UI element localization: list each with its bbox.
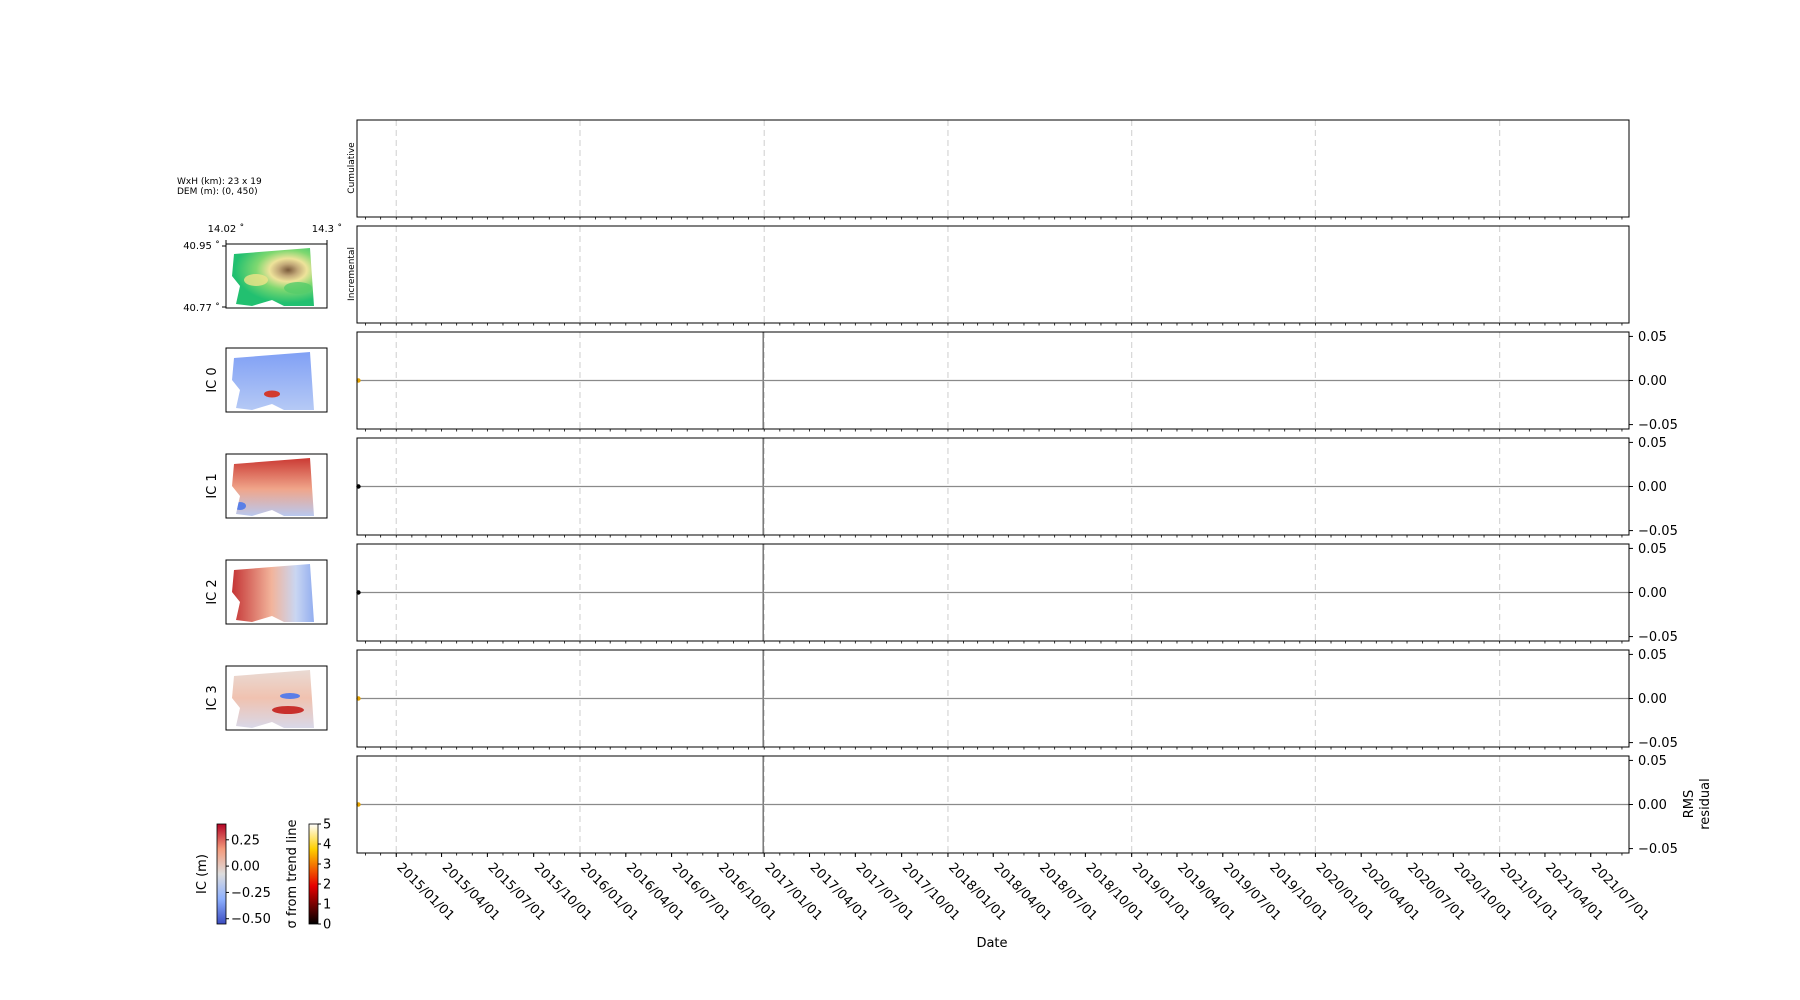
colorbar-tick-label: 4	[323, 838, 331, 853]
ic-map-0: IC 0	[205, 347, 328, 413]
y-tick-label: 0.05	[1638, 648, 1667, 663]
ic-map-2: IC 2	[205, 559, 328, 625]
ic-map-1: IC 1	[205, 453, 328, 519]
panel-ic-3: 0.05 0.00 −0.05	[356, 648, 1678, 751]
panel-rms-residual: 0.05 0.00 −0.05	[356, 754, 1678, 857]
panel-ic-1: 0.05 0.00 −0.05	[356, 436, 1678, 539]
ic-colorbar-label: IC (m)	[195, 854, 210, 894]
date-axis: 2015/01/012015/04/012015/07/012015/10/01…	[393, 853, 1652, 924]
lat-label-south: 40.77 ˚	[183, 302, 220, 314]
y-tick-label: −0.05	[1638, 524, 1678, 539]
time-series-panels: 0.050.00−0.050.050.00−0.050.050.00−0.050…	[356, 119, 1678, 857]
lon-label-west: 14.02 ˚	[208, 223, 245, 235]
panel-cumulative	[356, 119, 1630, 220]
rms-label-line2: residual	[1698, 778, 1713, 830]
panel-ic-2: 0.05 0.00 −0.05	[356, 542, 1678, 645]
colorbar-tick-label: 3	[323, 858, 331, 873]
ic-map-label: IC 0	[205, 367, 220, 392]
y-tick-label: 0.05	[1638, 330, 1667, 345]
lat-label-north: 40.95 ˚	[183, 240, 220, 252]
ic-map-3: IC 3	[205, 665, 328, 731]
colorbar-tick-label: 0	[323, 918, 331, 933]
y-tick-label: 0.00	[1638, 374, 1667, 389]
panel-incremental	[356, 225, 1630, 326]
ic-colorbar: 0.25 0.00 −0.25 −0.50 IC (m)	[195, 823, 271, 927]
y-tick-label: 0.00	[1638, 798, 1667, 813]
colorbar-tick-label: −0.50	[231, 912, 271, 927]
y-tick-label: −0.05	[1638, 630, 1678, 645]
rms-label-line1: RMS	[1682, 790, 1697, 819]
colorbar-tick-label: 0.25	[231, 833, 260, 848]
cumulative-label: Cumulative	[347, 142, 357, 194]
colorbar-tick-label: 5	[323, 818, 331, 833]
ic-map-label: IC 3	[205, 685, 220, 710]
incremental-label: Incremental	[347, 247, 357, 301]
ic-map-label: IC 1	[205, 473, 220, 498]
y-tick-label: 0.05	[1638, 436, 1667, 451]
y-tick-label: 0.05	[1638, 754, 1667, 769]
y-tick-label: −0.05	[1638, 418, 1678, 433]
sigma-colorbar: 5 4 3 2 1 0 σ from trend line	[285, 818, 331, 933]
y-tick-label: 0.00	[1638, 692, 1667, 707]
y-tick-label: −0.05	[1638, 736, 1678, 751]
y-tick-label: −0.05	[1638, 842, 1678, 857]
dem-map: 14.02 ˚ 14.3 ˚ 40.95 ˚ 40.77 ˚	[183, 223, 342, 314]
size-info: WxH (km): 23 x 19	[177, 177, 262, 187]
lon-label-east: 14.3 ˚	[312, 223, 342, 235]
colorbar-tick-label: 0.00	[231, 860, 260, 875]
sigma-colorbar-label: σ from trend line	[285, 820, 300, 929]
colorbar-tick-label: 1	[323, 898, 331, 913]
dem-info: DEM (m): (0, 450)	[177, 187, 258, 197]
x-axis-label: Date	[976, 936, 1007, 951]
y-tick-label: 0.00	[1638, 586, 1667, 601]
y-tick-label: 0.05	[1638, 542, 1667, 557]
panel-ic-0: 0.05 0.00 −0.05	[356, 330, 1678, 433]
y-tick-label: 0.00	[1638, 480, 1667, 495]
colorbar-tick-label: 2	[323, 878, 331, 893]
ic-map-label: IC 2	[205, 579, 220, 604]
colorbar-tick-label: −0.25	[231, 886, 271, 901]
